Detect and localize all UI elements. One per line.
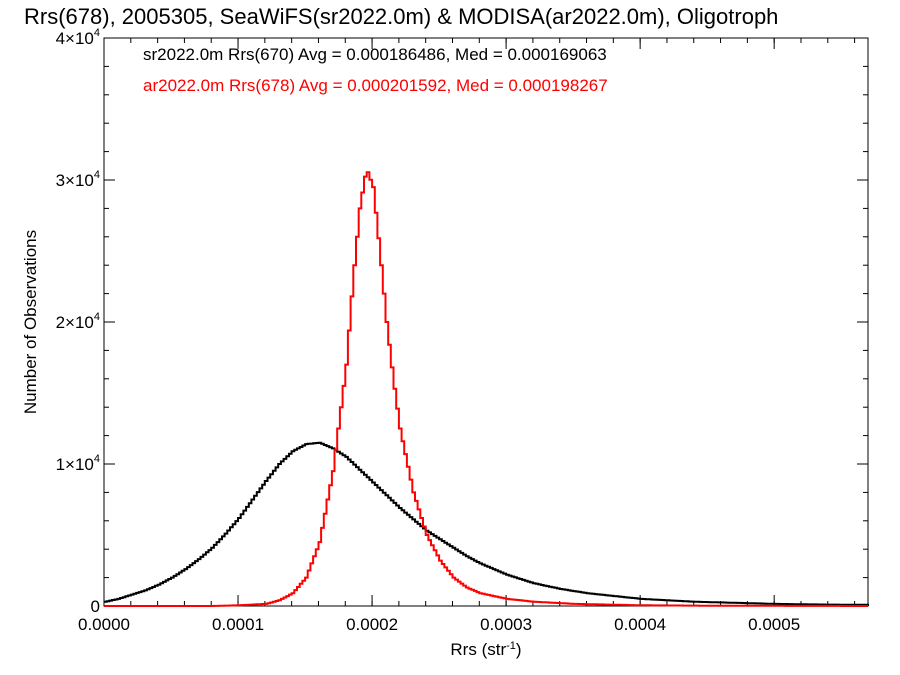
y-tick-label: 4×104 xyxy=(56,27,100,48)
y-tick-label: 3×104 xyxy=(56,169,100,190)
y-tick-label: 2×104 xyxy=(56,311,100,332)
x-tick-label: 0.0003 xyxy=(480,615,532,634)
series-line-1 xyxy=(104,171,868,607)
y-tick-label: 0 xyxy=(91,597,100,616)
chart-title: Rrs(678), 2005305, SeaWiFS(sr2022.0m) & … xyxy=(24,4,778,29)
series-line-0 xyxy=(104,441,869,606)
y-tick-label: 1×104 xyxy=(56,453,100,474)
x-tick-label: 0.0004 xyxy=(614,615,666,634)
plot-frame xyxy=(103,37,869,607)
x-tick-label: 0.0002 xyxy=(346,615,398,634)
plot-area xyxy=(103,37,869,607)
legend-entry-sr2022: sr2022.0m Rrs(670) Avg = 0.000186486, Me… xyxy=(143,45,607,64)
x-tick-label: 0.0000 xyxy=(78,615,130,634)
x-tick-label: 0.0005 xyxy=(748,615,800,634)
series-group xyxy=(104,171,869,607)
axis-ticks: 0.0000 0.0001 0.0002 0.0003 0.0004 0.0005 0 1×1… xyxy=(56,27,868,634)
x-tick-label: 0.0001 xyxy=(212,615,264,634)
y-axis-label: Number of Observations xyxy=(21,230,40,414)
legend-entry-ar2022: ar2022.0m Rrs(678) Avg = 0.000201592, Me… xyxy=(143,76,608,95)
x-axis-label: Rrs (str-1) xyxy=(450,640,521,659)
